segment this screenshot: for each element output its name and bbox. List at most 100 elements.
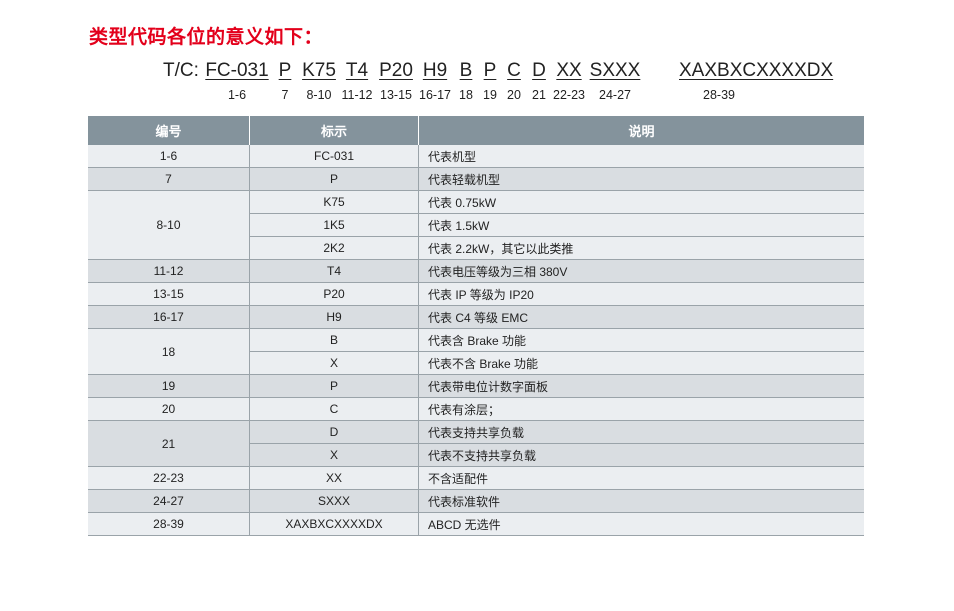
code-segment: H9 16-17	[395, 60, 475, 102]
cell-mark: 2K2	[249, 236, 419, 260]
cell-description: 代表标准软件	[418, 489, 864, 513]
segment-position: 13-15	[380, 88, 412, 102]
code-segment: B 18	[426, 60, 506, 102]
cell-description: 代表 0.75kW	[418, 190, 864, 214]
cell-mark: C	[249, 397, 419, 421]
cell-mark: P20	[249, 282, 419, 306]
header-mark: 标示	[249, 116, 419, 145]
cell-mark: K75	[249, 190, 419, 214]
cell-mark: B	[249, 328, 419, 352]
code-segment: FC-031 1-6	[197, 60, 277, 102]
cell-description: 代表 2.2kW，其它以此类推	[418, 236, 864, 260]
table-row: 18 B 代表含 Brake 功能	[88, 328, 864, 375]
type-code-table: 编号 标示 说明 1-6 FC-031 代表机型 7 P 代表轻载机型 8-10 K75 代表 …	[88, 116, 864, 536]
cell-description: 代表有涂层；	[418, 397, 864, 421]
cell-description: 代表机型	[418, 145, 864, 168]
table-row: 21 D 代表支持共享负载	[88, 420, 864, 467]
segment-code: FC-031	[205, 60, 269, 81]
cell-number: 13-15	[88, 282, 250, 306]
cell-description: ABCD 无选件	[418, 512, 864, 536]
table-row: 22-23 XX 不含适配件	[88, 466, 864, 490]
table-row: 8-10 K75 代表 0.75kW	[88, 190, 864, 260]
table-row: 2K2 代表 2.2kW，其它以此类推	[88, 236, 864, 260]
segment-code: H9	[422, 60, 448, 81]
table-row: 11-12 T4 代表电压等级为三相 380V	[88, 259, 864, 283]
segment-code: P	[483, 60, 497, 81]
code-segment: P20 13-15	[356, 60, 436, 102]
cell-description: 代表电压等级为三相 380V	[418, 259, 864, 283]
cell-number: 16-17	[88, 305, 250, 329]
segment-position: 8-10	[306, 88, 332, 102]
cell-number: 28-39	[88, 512, 250, 536]
code-segment: K75 8-10	[279, 60, 359, 102]
table-row: 28-39 XAXBXCXXXXDX ABCD 无选件	[88, 512, 864, 536]
segment-position: 28-39	[703, 88, 735, 102]
segment-code: B	[459, 60, 473, 81]
table-row: 16-17 H9 代表 C4 等级 EMC	[88, 305, 864, 329]
table-row: 24-27 SXXX 代表标准软件	[88, 489, 864, 513]
cell-description: 代表 IP 等级为 IP20	[418, 282, 864, 306]
segment-position: 1-6	[227, 88, 247, 102]
table-row: X 代表不含 Brake 功能	[88, 351, 864, 375]
table-row: 19 P 代表带电位计数字面板	[88, 374, 864, 398]
segment-code: SXXX	[589, 60, 641, 81]
segment-position: 19	[483, 88, 497, 102]
cell-description: 代表不支持共享负载	[418, 443, 864, 467]
cell-description: 代表 C4 等级 EMC	[418, 305, 864, 329]
cell-number: 24-27	[88, 489, 250, 513]
header-description: 说明	[418, 116, 864, 145]
cell-mark: P	[249, 374, 419, 398]
segment-position: 20	[507, 88, 521, 102]
segment-code: D	[532, 60, 546, 81]
code-segment: D 21	[499, 60, 579, 102]
segment-position: 11-12	[341, 88, 373, 102]
cell-description: 代表带电位计数字面板	[418, 374, 864, 398]
cell-mark: XAXBXCXXXXDX	[249, 512, 419, 536]
segment-code: T4	[345, 60, 369, 81]
cell-mark: SXXX	[249, 489, 419, 513]
segment-position: 16-17	[419, 88, 451, 102]
segment-code: C	[507, 60, 521, 81]
cell-description: 不含适配件	[418, 466, 864, 490]
cell-number: 21	[88, 420, 250, 467]
cell-number: 11-12	[88, 259, 250, 283]
cell-number: 8-10	[88, 190, 250, 260]
cell-mark: XX	[249, 466, 419, 490]
code-segment: P 19	[450, 60, 530, 102]
table-row: 13-15 P20 代表 IP 等级为 IP20	[88, 282, 864, 306]
segment-position: 24-27	[599, 88, 631, 102]
cell-description: 代表 1.5kW	[418, 213, 864, 237]
code-segment: SXXX 24-27	[575, 60, 655, 102]
cell-mark: P	[249, 167, 419, 191]
cell-mark: H9	[249, 305, 419, 329]
cell-mark: X	[249, 443, 419, 467]
cell-description: 代表不含 Brake 功能	[418, 351, 864, 375]
table-header: 编号 标示 说明	[88, 116, 864, 145]
code-segment: XX 22-23	[529, 60, 609, 102]
code-prefix: T/C:	[163, 60, 199, 81]
segment-position: 18	[459, 88, 473, 102]
cell-mark: T4	[249, 259, 419, 283]
cell-description: 代表含 Brake 功能	[418, 328, 864, 352]
cell-number: 22-23	[88, 466, 250, 490]
table-row: 20 C 代表有涂层；	[88, 397, 864, 421]
code-segment: C 20	[474, 60, 554, 102]
cell-mark: 1K5	[249, 213, 419, 237]
table-row: X 代表不支持共享负载	[88, 443, 864, 467]
table-row: 7 P 代表轻载机型	[88, 167, 864, 191]
segment-position: 22-23	[553, 88, 585, 102]
segment-code: XX	[556, 60, 582, 81]
cell-number: 20	[88, 397, 250, 421]
segment-position: 7	[281, 88, 289, 102]
table-row: 1-6 FC-031 代表机型	[88, 145, 864, 168]
cell-mark: D	[249, 420, 419, 444]
cell-mark: FC-031	[249, 145, 419, 168]
code-segment: XAXBXCXXXXDX 28-39	[679, 60, 833, 102]
cell-mark: X	[249, 351, 419, 375]
table-row: 1K5 代表 1.5kW	[88, 213, 864, 237]
code-segment: T4 11-12	[317, 60, 397, 102]
segment-code: K75	[302, 60, 336, 81]
cell-description: 代表支持共享负载	[418, 420, 864, 444]
